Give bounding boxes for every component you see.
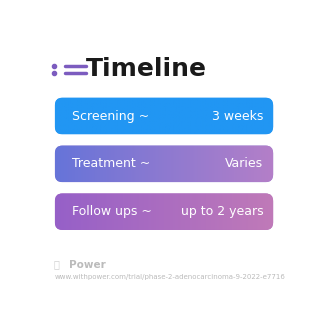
FancyBboxPatch shape — [55, 98, 273, 134]
Text: Screening ~: Screening ~ — [72, 110, 149, 123]
FancyBboxPatch shape — [55, 194, 273, 230]
Text: up to 2 years: up to 2 years — [180, 205, 263, 218]
Text: 3 weeks: 3 weeks — [212, 110, 263, 123]
Text: ⏷: ⏷ — [53, 260, 59, 269]
Text: Treatment ~: Treatment ~ — [72, 157, 150, 170]
Text: Timeline: Timeline — [86, 58, 207, 81]
Text: Power: Power — [68, 260, 105, 269]
FancyBboxPatch shape — [55, 146, 273, 182]
Text: Follow ups ~: Follow ups ~ — [72, 205, 152, 218]
Text: www.withpower.com/trial/phase-2-adenocarcinoma-9-2022-e7716: www.withpower.com/trial/phase-2-adenocar… — [55, 274, 286, 280]
Text: Varies: Varies — [225, 157, 263, 170]
